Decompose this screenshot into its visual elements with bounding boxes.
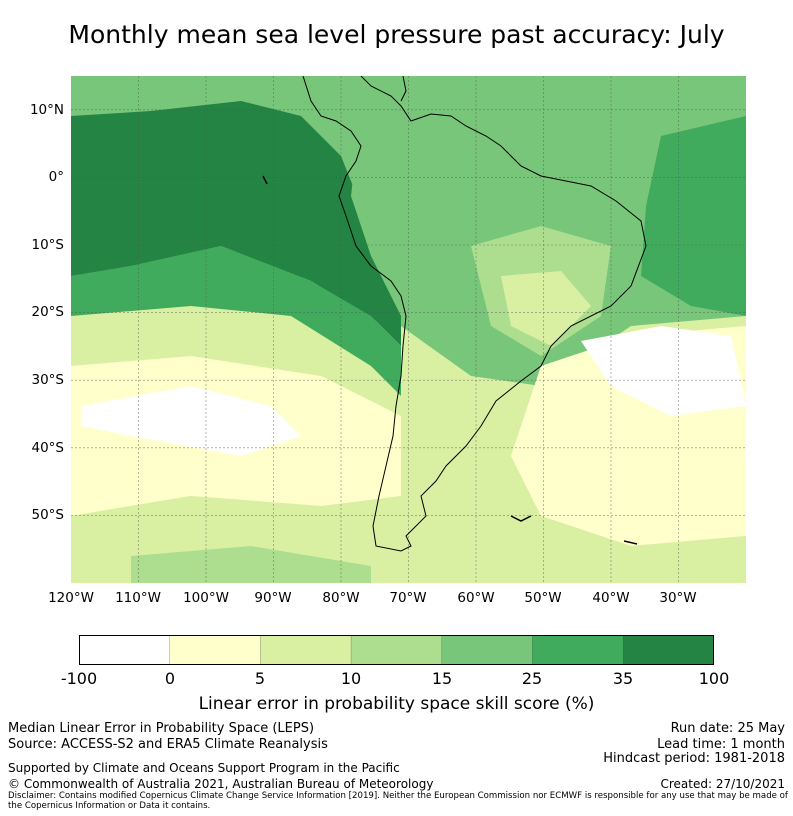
- lat-label-0: 0°: [48, 169, 64, 185]
- created-date: Created: 27/10/2021: [660, 777, 785, 791]
- lon-label-90w: 90°W: [254, 590, 292, 606]
- lon-label-100w: 100°W: [183, 590, 229, 606]
- page-title: Monthly mean sea level pressure past acc…: [68, 20, 725, 49]
- lon-label-70w: 70°W: [389, 590, 427, 606]
- falkland-islands: [510, 515, 532, 522]
- colorbar-tick: 25: [521, 669, 543, 688]
- lon-label-30w: 30°W: [659, 590, 697, 606]
- lon-label-80w: 80°W: [322, 590, 360, 606]
- colorbar-dividers: [169, 635, 624, 665]
- colorbar: [79, 635, 714, 665]
- band-15-25-north: [71, 76, 746, 111]
- galapagos-islands: [262, 175, 268, 185]
- colorbar-segment: [441, 635, 533, 665]
- colorbar-segment: [260, 635, 352, 665]
- band-10-15-south: [131, 546, 371, 583]
- lat-label-50s: 50°S: [31, 507, 65, 523]
- colorbar-segment: [532, 635, 624, 665]
- lat-label-40s: 40°S: [31, 440, 65, 456]
- south-georgia-island: [623, 540, 638, 545]
- lon-label-40w: 40°W: [592, 590, 630, 606]
- lon-label-50w: 50°W: [524, 590, 562, 606]
- coastline-central-america: [400, 76, 407, 102]
- colorbar-label: Linear error in probability space skill …: [198, 694, 595, 714]
- colorbar-tick: -100: [60, 669, 98, 688]
- band-25-35-pacific: [71, 246, 401, 396]
- colorbar-tick: 0: [164, 669, 176, 688]
- colorbar-segment: [623, 635, 714, 665]
- skill-map: [71, 76, 746, 583]
- band-neg-atlantic: [581, 326, 746, 416]
- colorbar-segment: [351, 635, 442, 665]
- gridlines: [71, 76, 746, 583]
- lon-label-60w: 60°W: [457, 590, 495, 606]
- band-neg-pacific: [81, 386, 301, 456]
- footer-source: Source: ACCESS-S2 and ERA5 Climate Reana…: [8, 737, 328, 752]
- footer-method: Median Linear Error in Probability Space…: [8, 721, 315, 736]
- colorbar-tick: 5: [254, 669, 266, 688]
- lat-label-30s: 30°S: [31, 372, 65, 388]
- map-svg: [71, 76, 746, 583]
- lon-label-120w: 120°W: [48, 590, 94, 606]
- colorbar-border: [79, 635, 714, 665]
- colorbar-tick: 10: [340, 669, 362, 688]
- coastline-south-america: [302, 76, 647, 552]
- footer-support: Supported by Climate and Oceans Support …: [8, 761, 400, 775]
- footer-copyright: © Commonwealth of Australia 2021, Austra…: [8, 777, 434, 791]
- colorbar-tick: 15: [431, 669, 453, 688]
- disclaimer: Disclaimer: Contains modified Copernicus…: [8, 791, 788, 811]
- colorbar-tick: 100: [698, 669, 730, 688]
- colorbar-tick: 35: [612, 669, 634, 688]
- band-35-100-pacific: [71, 101, 401, 346]
- lat-label-10n: 10°N: [29, 102, 64, 118]
- lead-time: Lead time: 1 month: [657, 737, 785, 752]
- run-date: Run date: 25 May: [670, 721, 785, 736]
- band-25-35-atlantic: [641, 116, 746, 316]
- colorbar-segment: [79, 635, 170, 665]
- lat-label-10s: 10°S: [31, 237, 65, 253]
- band-5-10-land: [501, 271, 591, 346]
- lon-label-110w: 110°W: [115, 590, 161, 606]
- hindcast-period: Hindcast period: 1981-2018: [603, 751, 785, 766]
- colorbar-segment: [169, 635, 261, 665]
- lat-label-20s: 20°S: [31, 304, 65, 320]
